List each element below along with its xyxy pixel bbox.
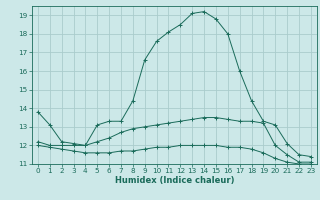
X-axis label: Humidex (Indice chaleur): Humidex (Indice chaleur) <box>115 176 234 185</box>
